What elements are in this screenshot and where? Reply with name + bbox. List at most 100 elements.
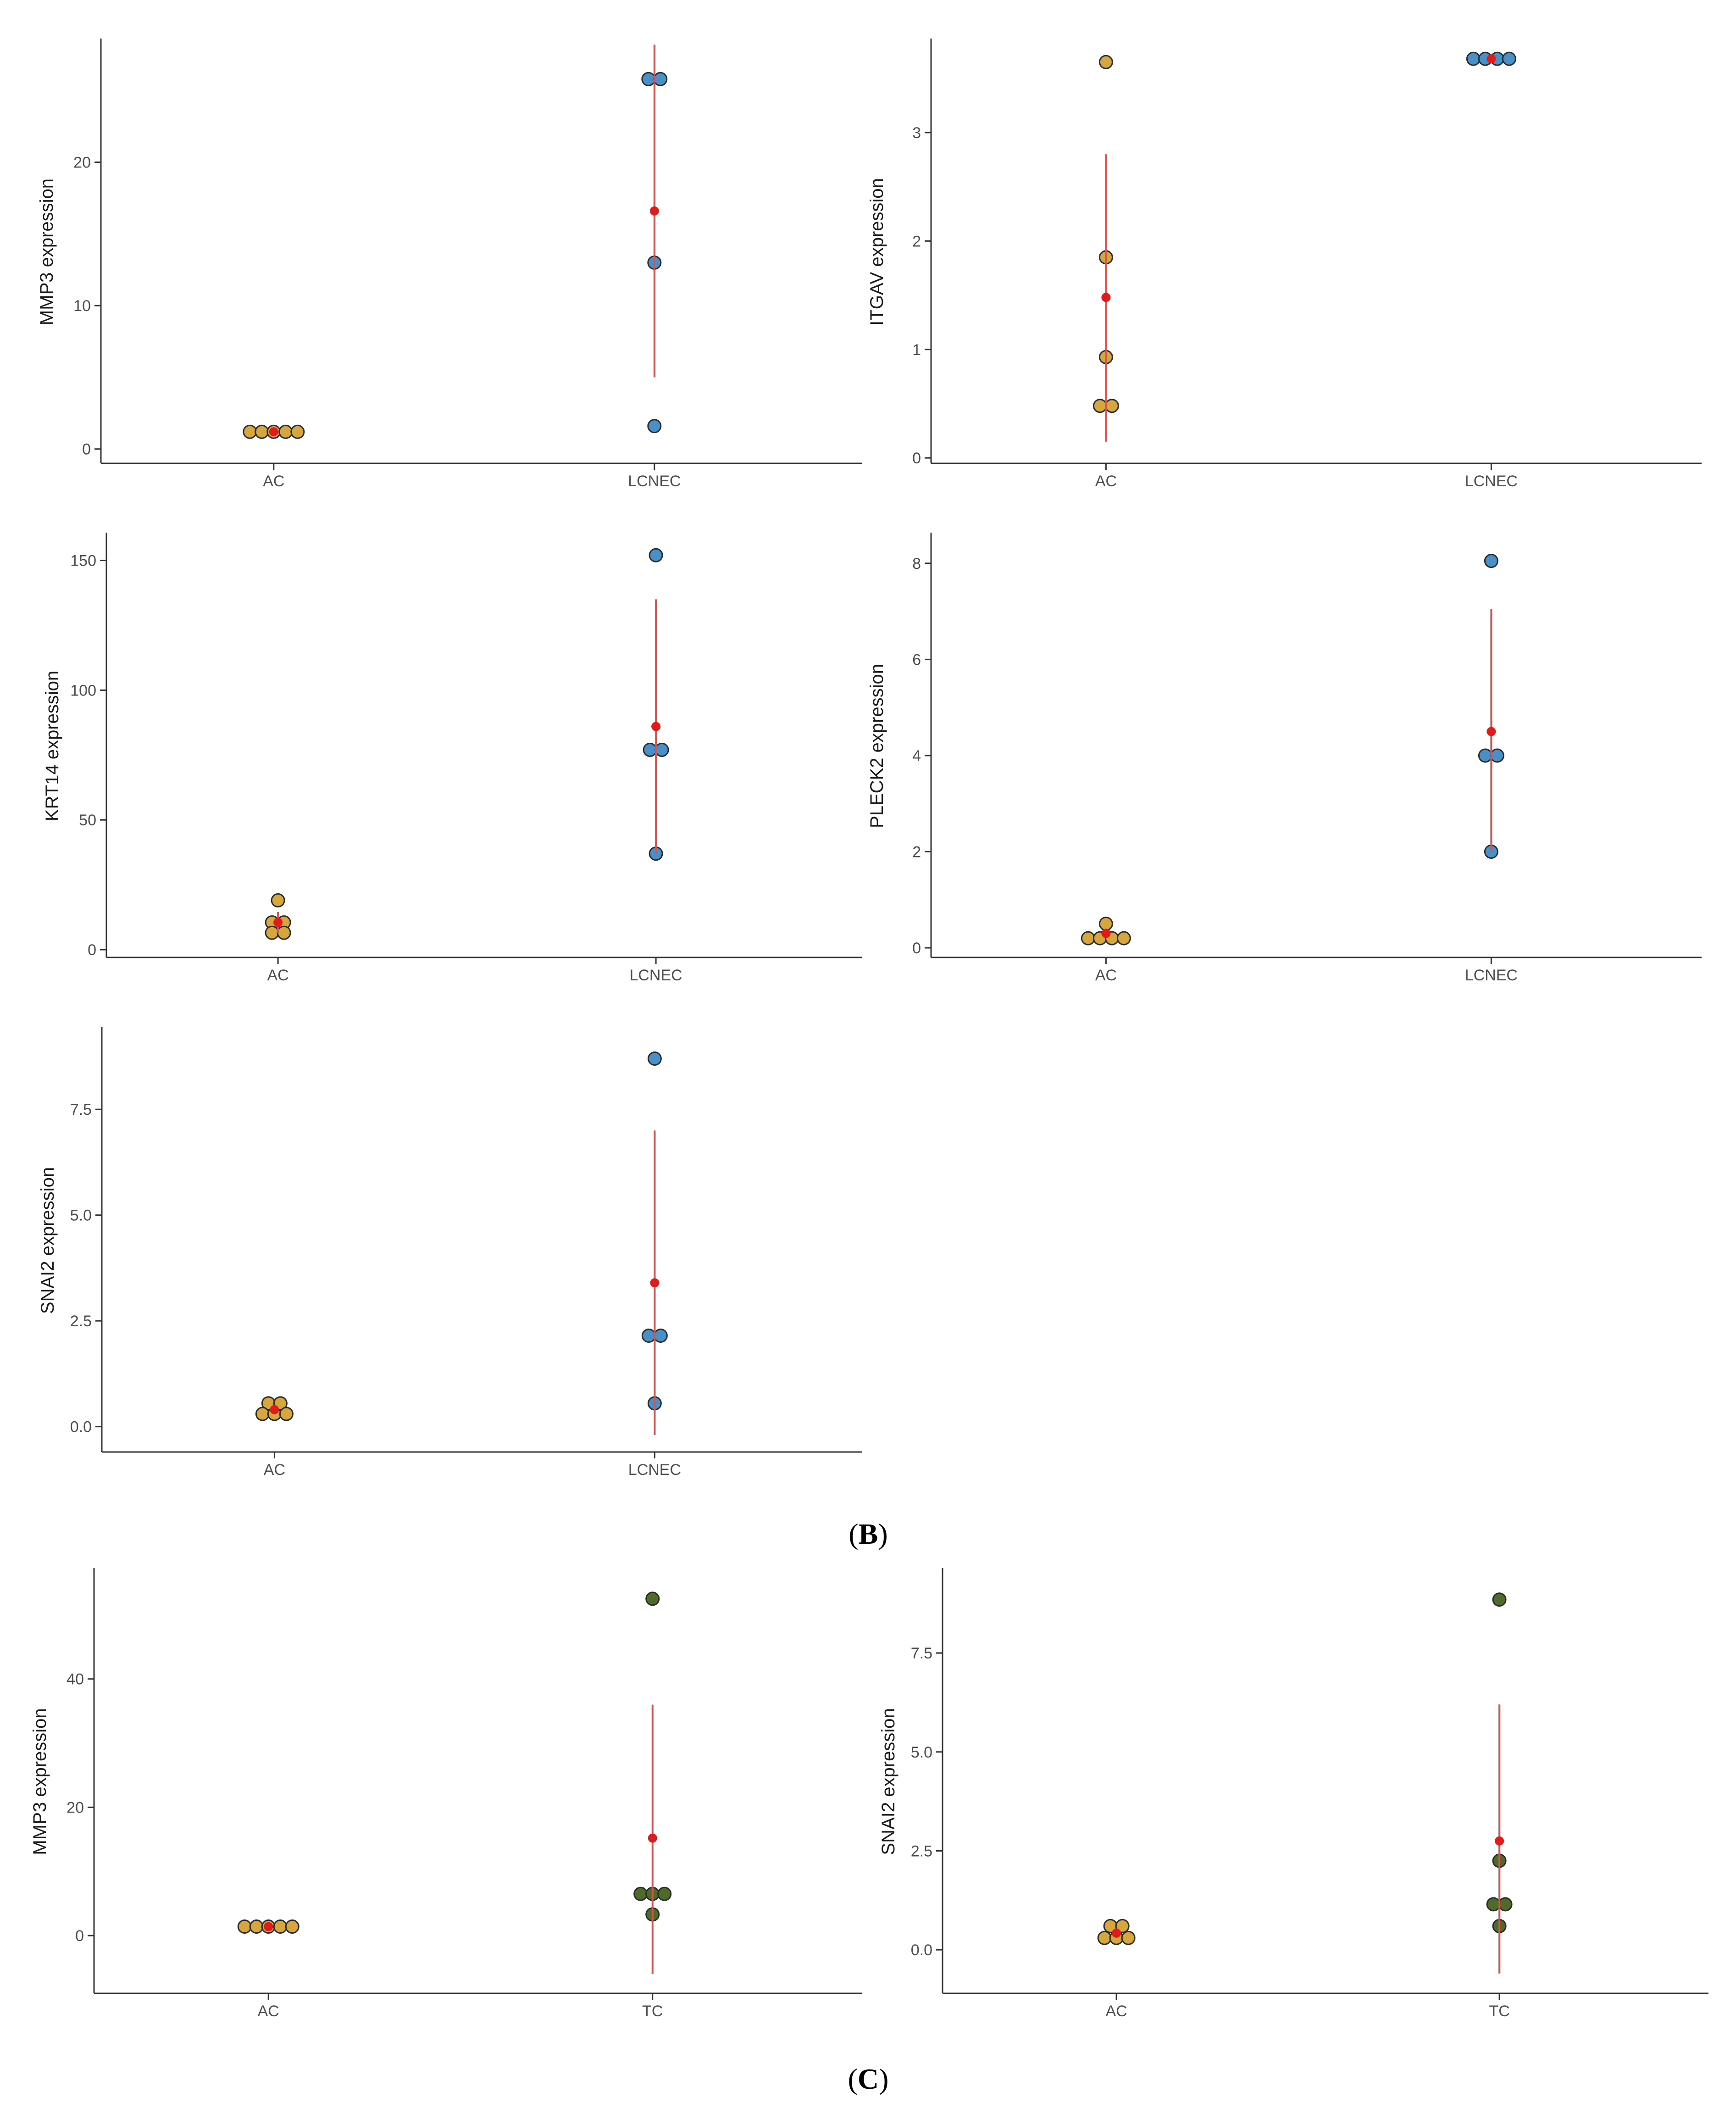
data-point-lcnec [649,548,663,562]
data-point-tc [633,1886,648,1901]
data-point-lcnec [653,72,668,86]
panel-label-b: (B) [849,1518,887,1550]
chart-panel-6: 0 20 40 AC TC MMP3 expression [30,1568,862,2020]
data-point-lcnec [653,1328,668,1343]
y-tick-label: 0 [75,1927,84,1945]
data-point-ac [285,1919,300,1934]
data-point-ac [1093,399,1107,413]
x-tick-label: TC [1489,2003,1509,2020]
data-point-ac [255,1407,270,1421]
y-tick-label: 100 [70,682,96,699]
data-point-lcnec [1478,748,1492,763]
mean-point-tc [1495,1836,1504,1846]
data-point-lcnec [654,742,669,757]
y-tick-label: 2.5 [70,1313,92,1330]
data-point-lcnec [643,742,657,757]
y-tick-label: 150 [70,552,96,570]
y-tick-label: 7.5 [911,1645,932,1662]
y-tick-label: 40 [67,1671,84,1688]
y-axis-title: SNAI2 expression [878,1708,899,1855]
x-tick-label: AC [267,967,288,984]
mean-point-lcnec [649,206,659,216]
data-point-lcnec [641,1328,656,1343]
y-tick-label: 20 [73,154,91,172]
y-tick-label: 8 [912,555,921,573]
x-tick-label: AC [264,1461,285,1479]
data-point-ac [255,424,269,439]
data-point-ac [1097,1930,1112,1945]
data-point-ac [243,424,257,439]
x-tick-label: AC [258,2003,279,2020]
x-tick-label: LCNEC [628,1461,681,1479]
data-point-tc [1498,1897,1513,1912]
y-axis-title: SNAI2 expression [38,1167,58,1314]
x-tick-label: LCNEC [1465,967,1518,984]
y-tick-label: 5.0 [911,1744,932,1761]
y-tick-label: 2 [912,233,921,250]
data-point-tc [1486,1897,1501,1912]
x-tick-label: AC [1095,473,1117,490]
y-tick-label: 5.0 [70,1207,92,1224]
data-point-ac [249,1919,264,1934]
data-point-ac [237,1919,252,1934]
y-axis-title: KRT14 expression [42,671,62,821]
data-point-ac [271,893,285,908]
y-tick-label: 3 [912,124,921,142]
data-point-lcnec [647,419,662,434]
chart-panel-3: 0 50 100 150 AC LCNEC KRT14 expression [42,533,862,984]
mean-point-ac [273,918,283,927]
chart-panel-2: 0 1 2 3 AC LCNEC ITGAV expression [867,39,1702,490]
y-tick-label: 4 [912,747,921,765]
chart-panel-4: 0 2 4 6 8 AC LCNEC PLECK2 expression [867,533,1702,984]
panel-label-c: (C) [848,2063,889,2095]
data-point-tc [645,1591,660,1606]
y-tick-label: 0.0 [911,1941,932,1959]
mean-point-ac [264,1922,273,1931]
y-tick-label: 0 [88,941,96,959]
y-tick-label: 7.5 [70,1101,92,1118]
mean-point-ac [269,427,278,437]
x-tick-label: LCNEC [629,967,682,984]
x-tick-label: AC [1105,2003,1127,2020]
y-tick-label: 50 [79,812,96,829]
chart-panel-7: 0.0 2.5 5.0 7.5 AC TC SNAI2 expression [878,1568,1708,2020]
mean-point-ac [270,1405,279,1414]
y-tick-label: 0 [912,940,921,957]
data-point-ac [1098,917,1113,931]
mean-point-lcnec [650,1278,660,1288]
data-point-ac [278,424,293,439]
data-point-ac [1081,931,1095,946]
y-axis-title: MMP3 expression [37,178,57,325]
data-point-ac [1098,55,1113,69]
mean-point-lcnec [651,722,661,731]
data-point-ac [265,925,279,940]
data-point-lcnec [647,1051,662,1066]
x-tick-label: AC [1095,967,1117,984]
mean-point-ac [1112,1928,1121,1938]
mean-point-ac [1101,293,1111,302]
y-tick-label: 1 [912,341,921,359]
data-point-ac [277,925,291,940]
y-axis-title: PLECK2 expression [867,664,887,828]
y-tick-label: 20 [67,1799,84,1816]
mean-point-lcnec [1486,54,1496,64]
y-tick-label: 2.5 [911,1842,932,1860]
data-point-ac [1104,399,1119,413]
chart-panel-5: 0.0 2.5 5.0 7.5 AC LCNEC SNAI2 expression [38,1027,862,1479]
y-axis-title: ITGAV expression [867,178,887,326]
mean-point-ac [1101,929,1111,938]
data-point-tc [1492,1592,1507,1607]
y-axis-title: MMP3 expression [30,1708,50,1855]
chart-panel-1: 0 10 20 AC LCNEC MMP3 expression [37,39,862,490]
y-tick-label: 0 [912,450,921,467]
data-point-lcnec [641,72,656,86]
y-tick-label: 0 [82,441,91,458]
y-tick-label: 0.0 [70,1419,92,1436]
data-point-tc [657,1886,672,1901]
y-tick-label: 2 [912,844,921,861]
mean-point-tc [648,1833,657,1843]
x-tick-label: LCNEC [628,473,681,490]
x-tick-label: TC [642,2003,663,2020]
data-point-ac [1115,1919,1130,1933]
